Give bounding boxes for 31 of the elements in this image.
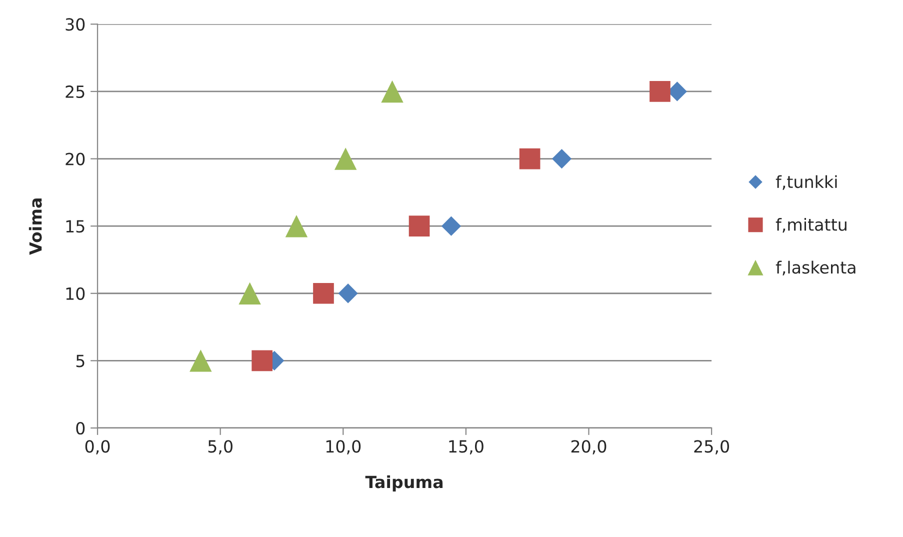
y-axis-title: Voima [28,198,42,255]
point [252,350,273,372]
point [238,282,261,304]
point [441,216,462,236]
y-tick-label: 25 [66,85,84,98]
legend-label: f,mitattu [776,218,846,233]
x-axis-title: Taipuma [365,475,443,492]
point [190,350,212,372]
point [408,216,430,236]
y-tick-label: 15 [66,220,84,233]
x-tick-label: 20,0 [571,440,606,454]
y-tick-label: 20 [66,152,85,166]
y-tick-label: 5 [76,354,84,368]
point [381,80,404,103]
point [285,214,308,238]
x-tick-label: 0,0 [85,440,110,454]
legend-label: f,tunkki [776,175,837,190]
point [338,284,358,304]
point [519,148,540,170]
point [334,148,357,170]
y-tick-label: 10 [66,287,85,300]
y-tick-label: 0 [76,422,85,435]
y-tick-label: 30 [66,18,85,31]
x-tick-label: 5,0 [208,440,232,454]
x-tick-label: 10,0 [326,440,361,454]
point [313,282,334,304]
legend-label: f,laskenta [776,260,856,276]
x-tick-label: 15,0 [449,440,484,454]
point [650,81,670,102]
x-tick-label: 25,0 [694,440,730,454]
point [552,148,572,169]
